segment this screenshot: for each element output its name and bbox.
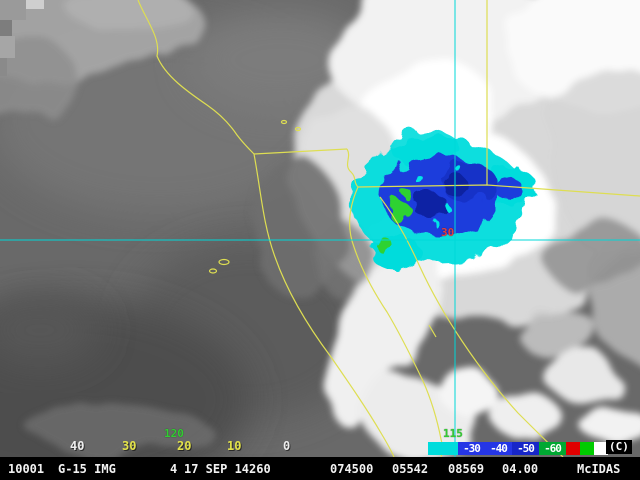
us-mexico-border-west bbox=[253, 148, 348, 155]
baja-pacific-coast bbox=[253, 153, 395, 457]
scale-number-30: 30 bbox=[122, 439, 137, 453]
status-sensor-id: G-15 IMG bbox=[58, 462, 116, 476]
status-bar: 10001 G-15 IMG 4 17 SEP 14260 074500 055… bbox=[0, 457, 640, 480]
scale-number-20: 20 bbox=[177, 439, 192, 453]
status-frame-number: 4 bbox=[170, 462, 178, 476]
copyright-label: (C) bbox=[606, 440, 632, 454]
ir-enhancement-layer bbox=[350, 130, 535, 270]
cursor-crosshair[interactable] bbox=[0, 0, 640, 457]
island-outline bbox=[280, 119, 288, 125]
longitude-label-115: 115 bbox=[443, 427, 463, 440]
status-value-3: 04.00 bbox=[502, 462, 539, 476]
scale-number-40: 40 bbox=[70, 439, 85, 453]
status-session-id: 10001 bbox=[8, 462, 45, 476]
scale-swatch-cyan bbox=[428, 442, 458, 455]
baja-gulf-coast bbox=[349, 186, 444, 457]
corner-artifacts bbox=[0, 0, 44, 76]
satellite-image[interactable]: 30 120 115 bbox=[0, 0, 640, 457]
status-date: 17 SEP 14260 bbox=[184, 462, 271, 476]
scale-swatch-neg40: -40 bbox=[485, 442, 512, 455]
mcidas-brand-label: McIDAS bbox=[577, 462, 621, 476]
scale-swatch-neg30: -30 bbox=[458, 442, 485, 455]
scale-swatch-red bbox=[566, 442, 580, 455]
status-time: 074500 bbox=[330, 462, 374, 476]
longitude-label-120: 120 bbox=[164, 427, 184, 440]
scale-swatch-neg60: -60 bbox=[539, 442, 566, 455]
latitude-label: 30 bbox=[441, 226, 455, 239]
scale-swatch-neg50: -50 bbox=[512, 442, 539, 455]
map-overlay bbox=[137, 0, 640, 457]
scale-number-10: 10 bbox=[227, 439, 242, 453]
scale-swatch-green bbox=[580, 442, 594, 455]
status-value-1: 05542 bbox=[392, 462, 429, 476]
island-outline bbox=[294, 126, 302, 132]
island-outline bbox=[208, 268, 218, 274]
scale-swatch-white bbox=[594, 442, 608, 455]
sonora-coastline bbox=[379, 196, 564, 457]
satellite-render bbox=[0, 0, 640, 457]
california-coastline bbox=[137, 0, 255, 155]
island-outline bbox=[218, 258, 230, 266]
colorado-river bbox=[346, 148, 359, 188]
status-value-2: 08569 bbox=[448, 462, 485, 476]
scale-number-0: 0 bbox=[283, 439, 291, 453]
island-outline bbox=[428, 324, 437, 338]
